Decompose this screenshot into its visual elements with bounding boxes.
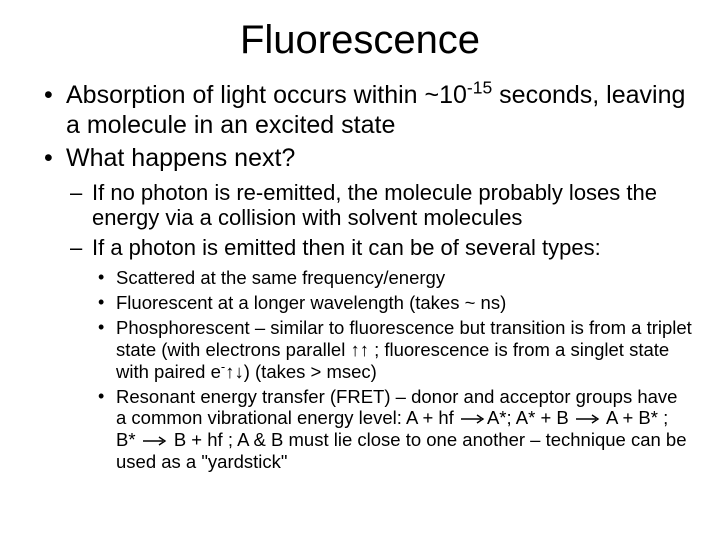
l3-d-2: A*; A* + B xyxy=(487,407,574,428)
l3-c-post: ↑↓) (takes > msec) xyxy=(225,361,377,382)
arrow-icon xyxy=(143,436,167,446)
bullet-list-level2: If no photon is re-emitted, the molecule… xyxy=(28,180,692,262)
l2-item-nophoton: If no photon is re-emitted, the molecule… xyxy=(70,180,692,232)
arrow-icon xyxy=(576,414,600,424)
l3-item-phosphorescent: Phosphorescent – similar to fluorescence… xyxy=(98,317,692,382)
bullet-list-level1: Absorption of light occurs within ~10-15… xyxy=(28,81,692,174)
l3-item-fluorescent: Fluorescent at a longer wavelength (take… xyxy=(98,292,692,314)
arrow-icon xyxy=(461,414,485,424)
slide-title: Fluorescence xyxy=(28,18,692,63)
l1-item-absorption: Absorption of light occurs within ~10-15… xyxy=(44,81,692,140)
l3-item-scattered: Scattered at the same frequency/energy xyxy=(98,267,692,289)
bullet-list-level3: Scattered at the same frequency/energy F… xyxy=(28,267,692,472)
l3-item-fret: Resonant energy transfer (FRET) – donor … xyxy=(98,386,692,473)
l1-item-whatnext: What happens next? xyxy=(44,144,692,174)
slide: Fluorescence Absorption of light occurs … xyxy=(0,0,720,540)
l3-c-pre: Phosphorescent – similar to fluorescence… xyxy=(116,317,692,382)
l1-exponent: -15 xyxy=(467,78,492,98)
l1-text-a-pre: Absorption of light occurs within ~10 xyxy=(66,81,467,109)
l2-item-photon: If a photon is emitted then it can be of… xyxy=(70,235,692,261)
l3-d-4: B + hf ; A & B must lie close to one ano… xyxy=(116,429,687,472)
